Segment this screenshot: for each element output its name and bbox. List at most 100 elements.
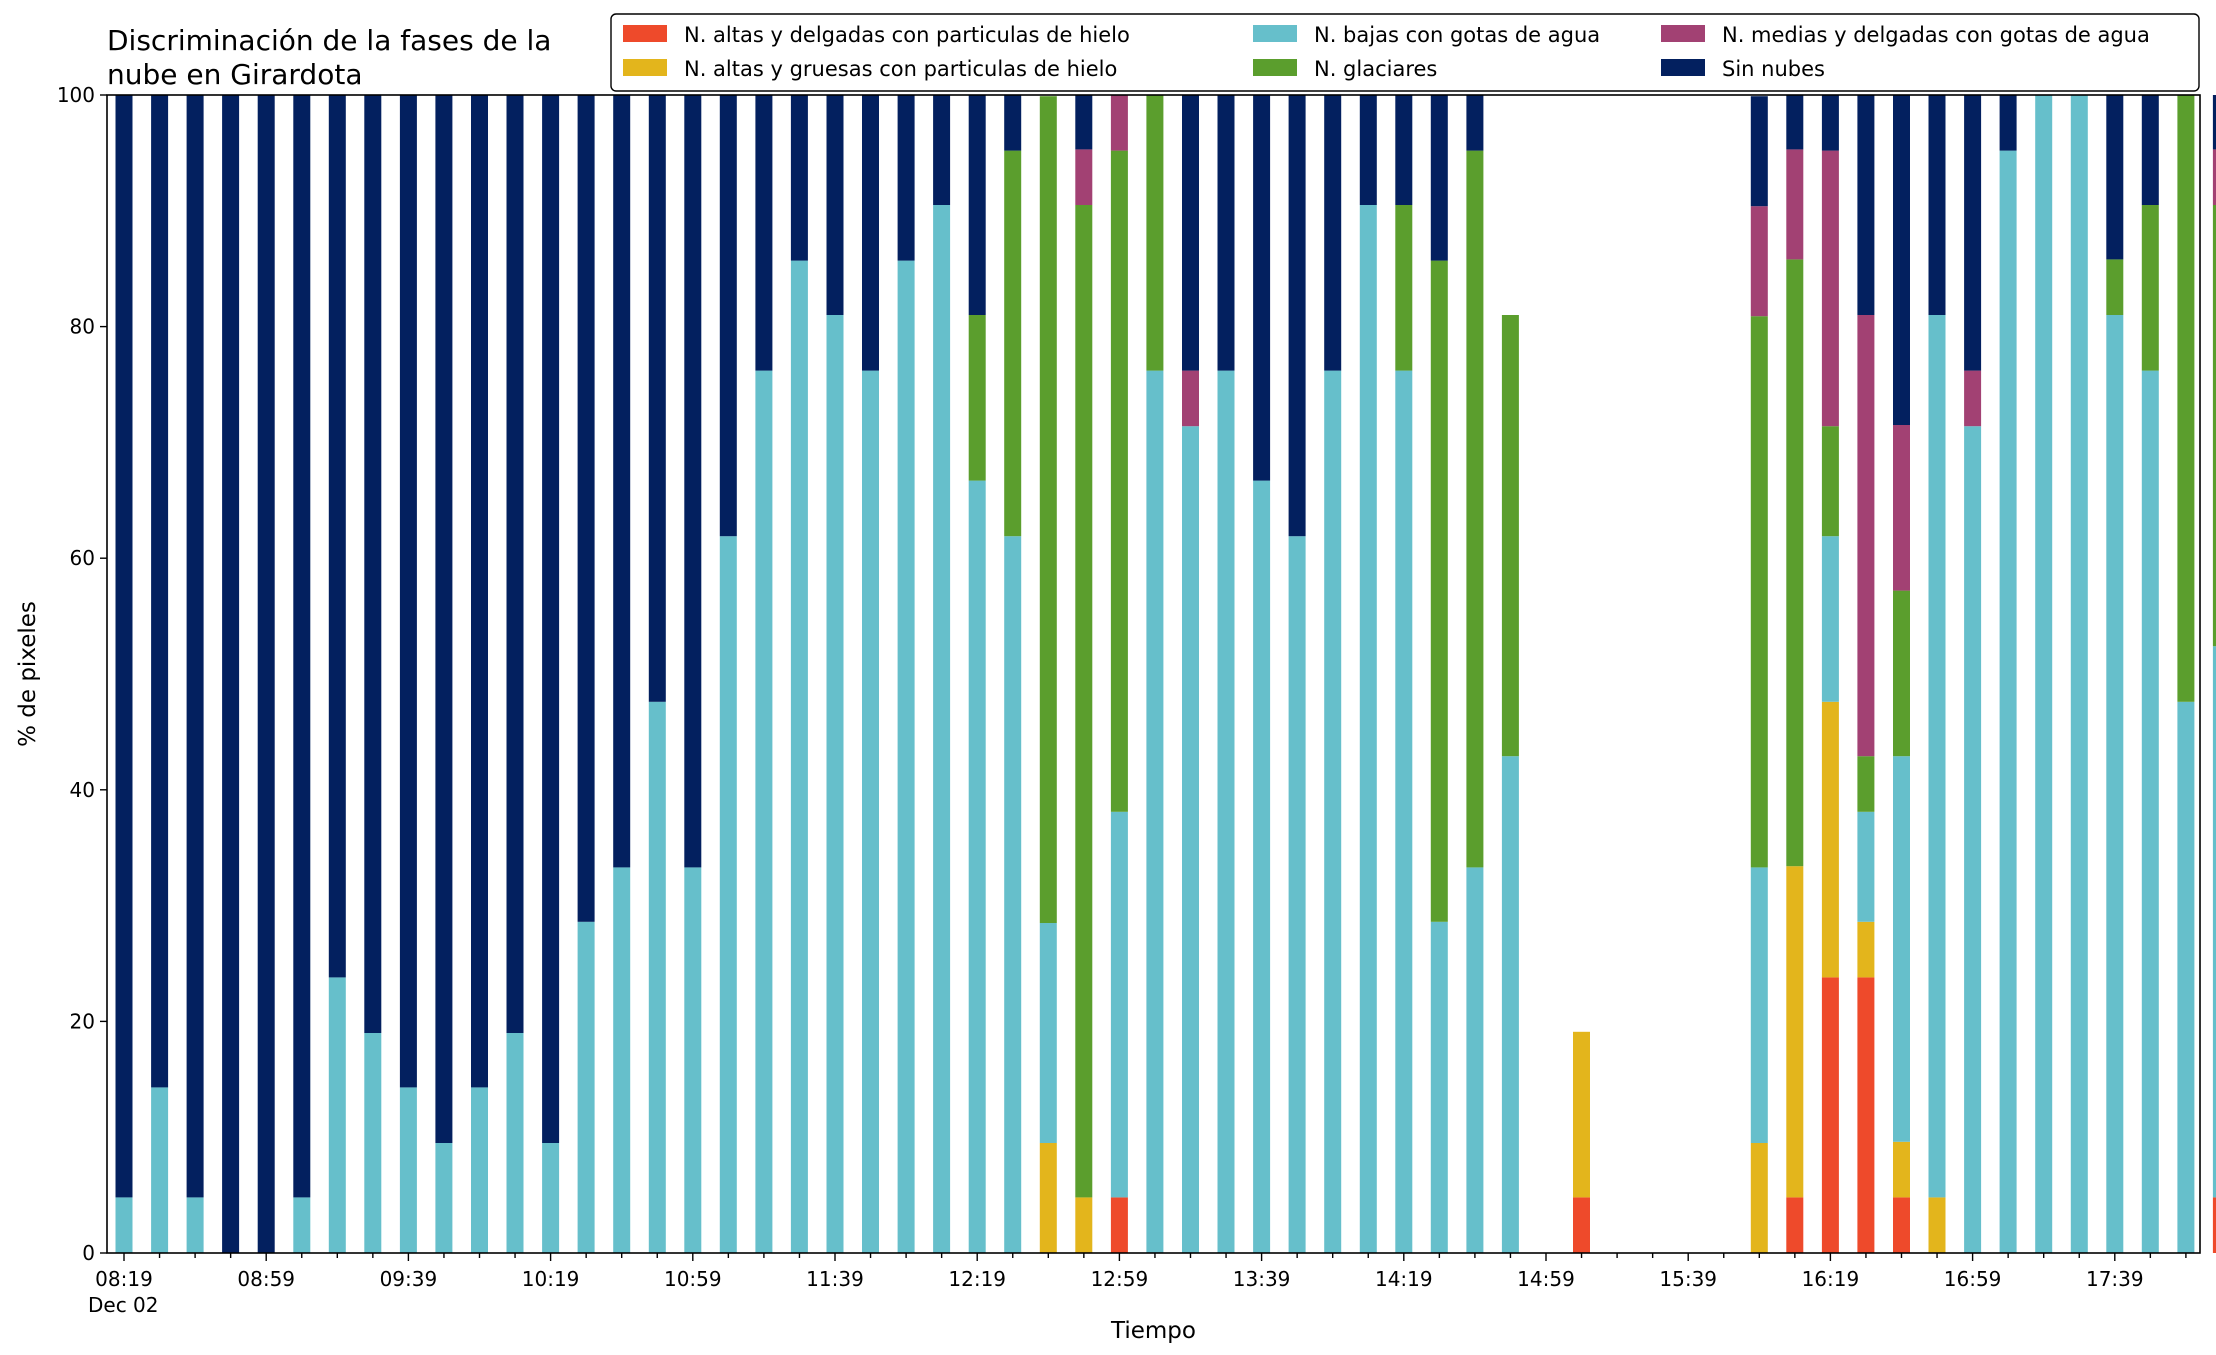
bar-segment bbox=[1217, 95, 1235, 371]
bar-segment bbox=[648, 95, 666, 702]
bar-segment bbox=[862, 95, 879, 371]
x-axis: 08:19 08:59 09:39 10:19 10:59 11:39 12:19 12:59… bbox=[88, 1253, 2187, 1317]
legend-swatch bbox=[1661, 25, 1705, 42]
bar-segment bbox=[1075, 149, 1093, 205]
legend-label: N. glaciares bbox=[1314, 57, 1437, 81]
x-tick-label: 15:39 bbox=[1659, 1267, 1717, 1291]
bar-segment bbox=[1857, 811, 1875, 922]
bar-segment bbox=[1821, 536, 1839, 702]
bar-segment bbox=[1004, 536, 1022, 1253]
bar-segment bbox=[1893, 590, 1910, 757]
y-tick-label: 100 bbox=[57, 83, 95, 107]
bar-segment bbox=[1964, 95, 1982, 371]
legend-box bbox=[610, 13, 2200, 92]
y-axis: 0 20 40 60 80 100 bbox=[57, 83, 107, 1265]
bar-segment bbox=[2212, 646, 2216, 1198]
bar-segment bbox=[151, 1087, 169, 1253]
y-tick-label: 80 bbox=[70, 315, 95, 339]
bar-segment bbox=[2212, 149, 2216, 205]
bar-segment bbox=[1893, 1141, 1910, 1198]
bars-group bbox=[115, 95, 2216, 1254]
chart-title-line2: nube en Girardota bbox=[107, 58, 362, 91]
x-tick-label: 08:59 bbox=[237, 1267, 295, 1291]
bar-segment bbox=[1857, 756, 1875, 812]
bar-segment bbox=[1395, 370, 1413, 1254]
bar-segment bbox=[1750, 1143, 1768, 1253]
y-axis-label: % de pixeles bbox=[15, 601, 41, 747]
bar-segment bbox=[1110, 811, 1128, 1198]
bar-segment bbox=[1999, 95, 2017, 151]
bar-segment bbox=[613, 95, 631, 868]
bar-segment bbox=[1857, 921, 1875, 978]
bar-segment bbox=[2141, 95, 2159, 205]
bar-segment bbox=[968, 480, 986, 1254]
y-tick-label: 60 bbox=[70, 546, 95, 570]
y-tick-label: 0 bbox=[82, 1241, 95, 1265]
x-tick-label: 08:19 bbox=[95, 1267, 153, 1291]
x-tick-label: 16:19 bbox=[1802, 1267, 1860, 1291]
bar-segment bbox=[399, 1087, 417, 1253]
bar-segment bbox=[968, 95, 986, 315]
bar-segment bbox=[506, 1033, 524, 1253]
bar-segment bbox=[2177, 95, 2195, 702]
bar-segment bbox=[1359, 95, 1377, 205]
bar-segment bbox=[1430, 921, 1448, 1253]
bar-segment bbox=[1573, 1031, 1590, 1198]
bar-segment bbox=[1110, 150, 1128, 812]
bar-segment bbox=[1182, 370, 1199, 427]
x-tick-label: 09:39 bbox=[380, 1267, 438, 1291]
bar-segment bbox=[2106, 259, 2124, 315]
legend-label: Sin nubes bbox=[1722, 57, 1825, 81]
bar-segment bbox=[1075, 95, 1093, 150]
bar-segment bbox=[1928, 315, 1946, 1198]
bar-segment bbox=[471, 95, 488, 1088]
legend-label: N. altas y delgadas con particulas de hi… bbox=[684, 23, 1130, 47]
bar-segment bbox=[1964, 426, 1982, 1253]
bar-segment bbox=[1075, 1197, 1093, 1253]
bar-segment bbox=[897, 260, 915, 1254]
bar-segment bbox=[364, 95, 382, 1033]
bar-segment bbox=[1110, 95, 1128, 151]
bar-segment bbox=[1821, 95, 1839, 151]
bar-segment bbox=[2141, 370, 2159, 1254]
bar-segment bbox=[1288, 536, 1306, 1253]
bar-segment bbox=[1964, 370, 1982, 427]
legend: N. altas y delgadas con particulas de hi… bbox=[610, 13, 2200, 92]
bar-segment bbox=[1217, 370, 1235, 1254]
bar-segment bbox=[1821, 150, 1839, 427]
bar-segment bbox=[577, 921, 595, 1253]
bar-segment bbox=[293, 1197, 311, 1253]
bar-segment bbox=[2106, 315, 2124, 1253]
bar-segment bbox=[1395, 205, 1413, 371]
bar-segment bbox=[115, 95, 133, 1198]
y-tick-label: 20 bbox=[70, 1009, 95, 1033]
bar-segment bbox=[1146, 370, 1164, 1254]
bar-segment bbox=[293, 95, 311, 1198]
bar-segment bbox=[1893, 95, 1910, 425]
legend-label: N. medias y delgadas con gotas de agua bbox=[1722, 23, 2150, 47]
bar-segment bbox=[186, 1197, 204, 1253]
bar-segment bbox=[1786, 1197, 1804, 1253]
bar-segment bbox=[826, 95, 844, 315]
bar-segment bbox=[1786, 866, 1804, 1198]
legend-swatch bbox=[1253, 59, 1297, 76]
plot-frame bbox=[106, 94, 2201, 1254]
bar-segment bbox=[2106, 95, 2124, 260]
bar-segment bbox=[826, 315, 844, 1253]
x-tick-label: 17:39 bbox=[2086, 1267, 2144, 1291]
bar-segment bbox=[1999, 150, 2017, 1254]
bar-segment bbox=[222, 95, 240, 1253]
bar-segment bbox=[719, 536, 737, 1253]
bar-segment bbox=[1182, 426, 1199, 1253]
bar-segment bbox=[862, 370, 879, 1254]
bar-segment bbox=[1466, 150, 1484, 868]
bar-segment bbox=[1750, 96, 1768, 207]
bar-segment bbox=[684, 867, 702, 1253]
x-tick-label: 16:59 bbox=[1944, 1267, 2002, 1291]
bar-segment bbox=[151, 95, 169, 1088]
legend-label: N. bajas con gotas de agua bbox=[1314, 23, 1600, 47]
bar-segment bbox=[755, 95, 773, 371]
bar-segment bbox=[1857, 977, 1875, 1253]
bar-segment bbox=[719, 95, 737, 537]
bar-segment bbox=[1786, 95, 1804, 150]
